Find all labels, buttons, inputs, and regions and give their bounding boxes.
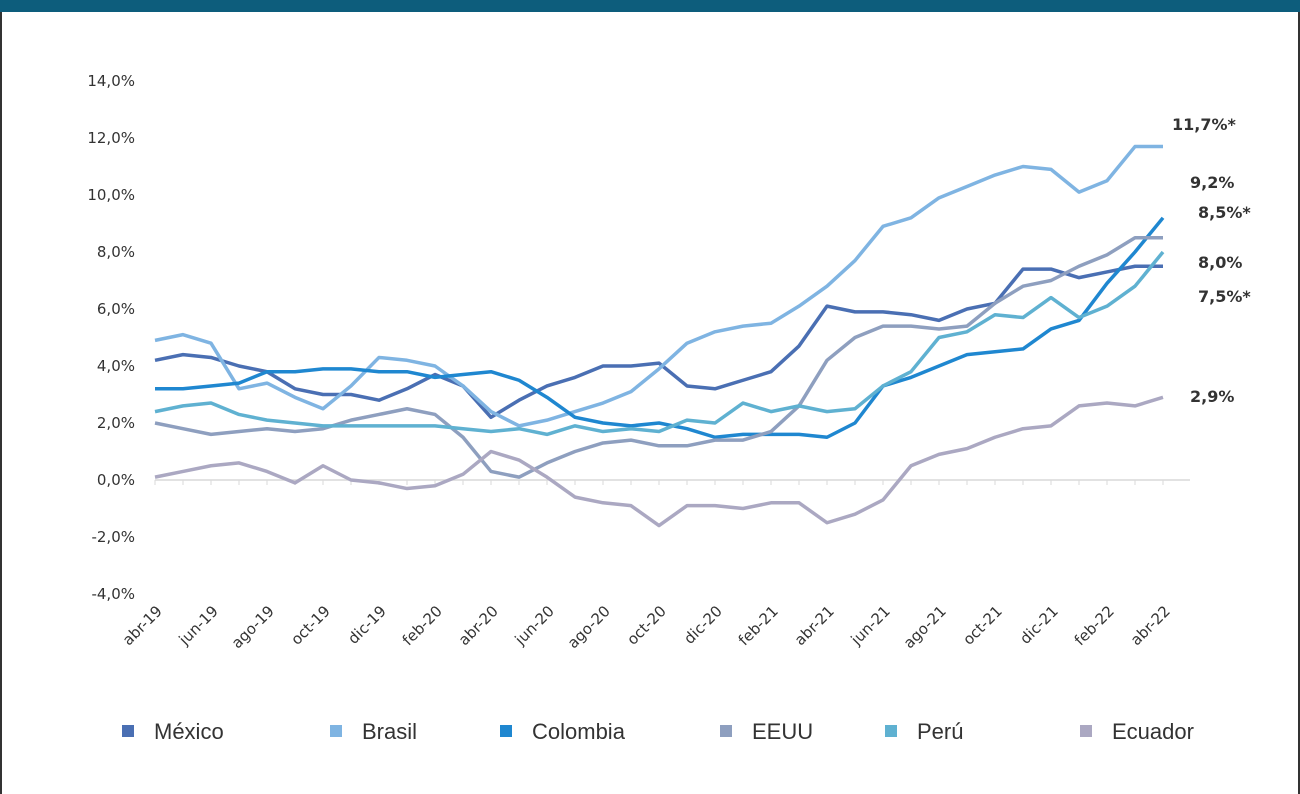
x-tick-label: ago-21 (900, 602, 950, 652)
y-tick-label: 14,0% (87, 72, 135, 90)
legend-label: EEUU (752, 719, 813, 744)
line-series (154, 144, 1163, 428)
annotation: 2,9% (1190, 387, 1234, 406)
x-tick-label: jun-20 (511, 602, 558, 649)
line-series (154, 264, 1163, 420)
legend-swatch (1080, 725, 1092, 737)
x-tick-label: jun-19 (175, 602, 222, 649)
x-tick-label: dic-20 (680, 602, 726, 648)
x-tick-label: feb-20 (399, 602, 446, 649)
legend-swatch (885, 725, 897, 737)
legend-swatch (122, 725, 134, 737)
top-bar (0, 0, 1300, 12)
annotation: 11,7%* (1172, 115, 1237, 134)
x-tick-label: abr-19 (119, 602, 166, 649)
y-tick-label: 8,0% (97, 243, 135, 261)
legend-label: Perú (917, 719, 963, 744)
x-tick-label: feb-22 (1071, 602, 1118, 649)
x-tick-label: abr-22 (1127, 602, 1174, 649)
legend-label: Brasil (362, 719, 417, 744)
y-tick-label: 10,0% (87, 186, 135, 204)
y-tick-label: -2,0% (91, 528, 135, 546)
x-tick-label: dic-19 (344, 602, 390, 648)
line-series (154, 236, 1163, 479)
legend-swatch (330, 725, 342, 737)
line-series (154, 395, 1164, 528)
x-tick-label: oct-20 (623, 602, 670, 649)
x-tick-label: abr-20 (455, 602, 502, 649)
y-tick-label: 6,0% (97, 300, 135, 318)
annotation: 7,5%* (1198, 287, 1251, 306)
legend-label: Ecuador (1112, 719, 1194, 744)
line-series (154, 250, 1165, 437)
y-tick-label: 2,0% (97, 414, 135, 432)
y-tick-label: -4,0% (91, 585, 135, 603)
x-tick-label: ago-20 (564, 602, 614, 652)
line-series (155, 216, 1165, 439)
legend-label: México (154, 719, 224, 744)
annotation: 9,2% (1190, 173, 1234, 192)
x-tick-label: abr-21 (791, 602, 838, 649)
x-tick-label: feb-21 (735, 602, 782, 649)
x-tick-label: jun-21 (847, 602, 894, 649)
y-tick-label: 4,0% (97, 357, 135, 375)
x-tick-label: ago-19 (228, 602, 278, 652)
x-tick-label: oct-21 (959, 602, 1006, 649)
y-tick-label: 12,0% (87, 129, 135, 147)
legend-label: Colombia (532, 719, 626, 744)
legend-swatch (500, 725, 512, 737)
annotation: 8,5%* (1198, 203, 1251, 222)
x-tick-label: oct-19 (287, 602, 334, 649)
legend-swatch (720, 725, 732, 737)
x-tick-label: dic-21 (1016, 602, 1062, 648)
annotation: 8,0% (1198, 253, 1242, 272)
y-tick-label: 0,0% (97, 471, 135, 489)
